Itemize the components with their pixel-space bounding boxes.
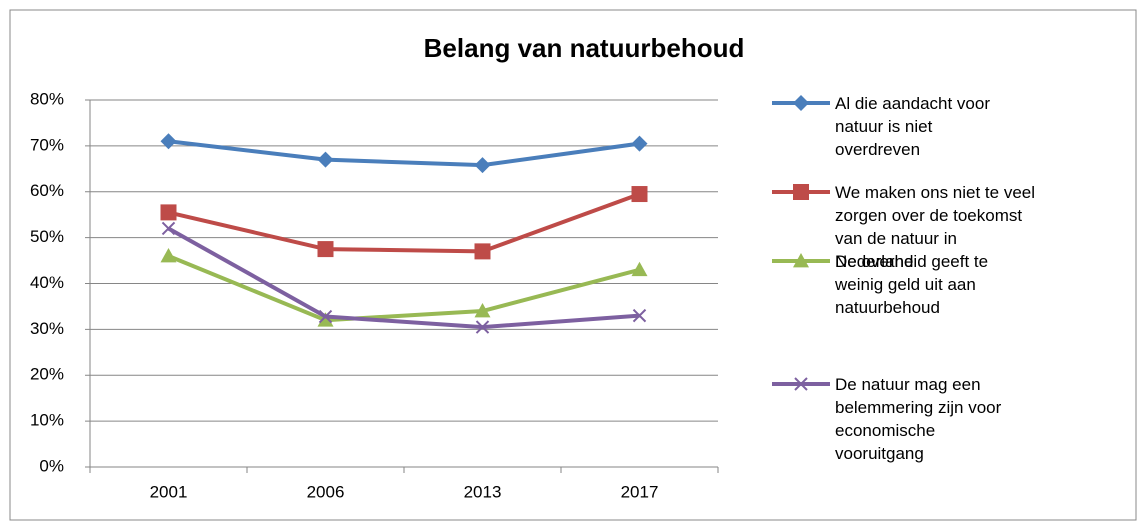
y-tick-label: 20% [30,365,64,384]
marker [631,261,648,277]
marker [794,377,808,391]
chart-frame [9,9,1137,521]
marker [160,133,177,150]
marker [318,309,333,324]
x-tick-label: 2017 [621,482,659,501]
marker [793,253,809,268]
marker [475,320,490,334]
x-tick-label: 2001 [150,482,188,501]
series-line [168,139,640,168]
marker [317,241,334,258]
y-tick-label: 0% [39,456,64,475]
y-tick-label: 30% [30,319,64,338]
marker [631,186,648,203]
marker [161,221,176,236]
marker [793,95,809,111]
legend-label: We maken ons niet te veel zorgen over de… [835,183,1036,271]
marker [474,157,491,174]
marker [160,247,177,263]
y-tick-label: 10% [30,411,64,430]
y-tick-label: 80% [30,89,64,108]
series-line [167,226,640,330]
x-tick-label: 2006 [307,482,345,501]
marker [317,312,334,327]
marker [160,204,177,221]
marker [793,184,809,200]
marker [474,243,491,260]
legend-label: De natuur mag een belemmering zijn voor … [835,375,1002,463]
legend-label: Al die aandacht voor natuur is niet over… [835,94,990,159]
series-line [167,254,641,323]
legend-label: De overheid geeft te weinig geld uit aan… [835,252,989,317]
series-line [168,192,641,254]
y-tick-label: 50% [30,227,64,246]
y-tick-label: 40% [30,273,64,292]
y-tick-label: 70% [30,135,64,154]
chart-title: Belang van natuurbehoud [424,33,745,63]
y-tick-label: 60% [30,181,64,200]
marker [631,135,648,152]
marker [474,303,491,318]
x-tick-label: 2013 [464,482,502,501]
marker [317,151,334,168]
marker [632,308,647,323]
